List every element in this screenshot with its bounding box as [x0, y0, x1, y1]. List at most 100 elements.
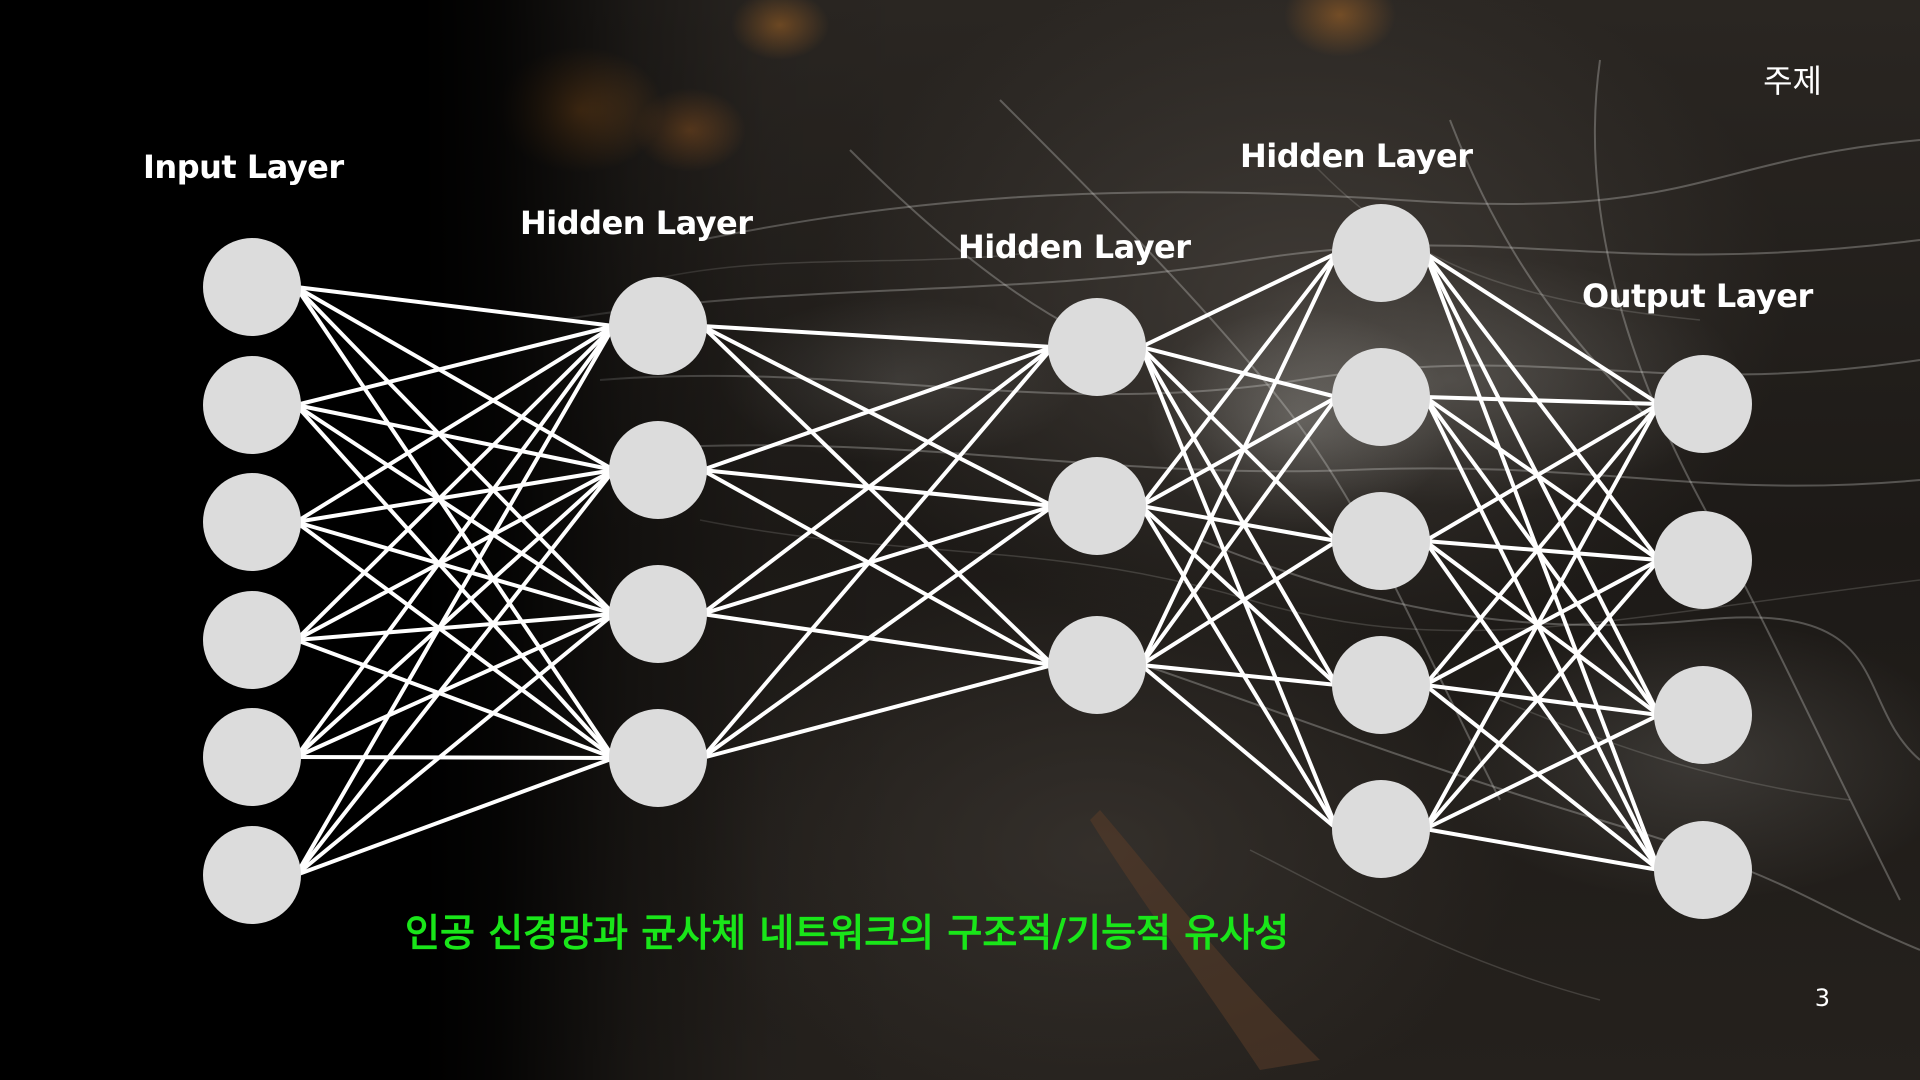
edge-l1-n0-to-n1 — [701, 324, 1054, 508]
edge-l1-n2-to-n0 — [700, 345, 1055, 616]
edge-l1-n3-to-n2 — [701, 663, 1054, 760]
edge-l0-n4-to-n2 — [295, 612, 615, 759]
edge-l0-n1-to-n1 — [295, 403, 615, 472]
node-layer4-1 — [1654, 511, 1752, 609]
edge-l1-n2-to-n2 — [701, 612, 1054, 667]
edge-l0-n3-to-n3 — [295, 638, 615, 760]
edge-l2-n1-to-n3 — [1139, 504, 1339, 687]
edge-l0-n1-to-n0 — [295, 324, 615, 407]
edge-l3-n0-to-n0 — [1424, 251, 1660, 406]
layer-label-hidden-3: Hidden Layer — [1240, 137, 1473, 175]
edge-l1-n1-to-n1 — [701, 468, 1054, 508]
edge-l3-n3-to-n3 — [1423, 683, 1661, 872]
edge-l0-n2-to-n0 — [295, 324, 615, 524]
edge-l3-n1-to-n1 — [1423, 395, 1661, 562]
edge-l2-n0-to-n4 — [1139, 346, 1339, 830]
node-layer0-0 — [203, 238, 301, 336]
edge-l0-n0-to-n2 — [294, 285, 616, 616]
edge-l3-n2-to-n3 — [1423, 539, 1661, 872]
node-layer0-4 — [203, 708, 301, 806]
edge-l1-n1-to-n2 — [701, 468, 1054, 667]
edge-l2-n1-to-n2 — [1140, 504, 1338, 543]
edge-l2-n2-to-n0 — [1139, 252, 1339, 666]
edge-l2-n0-to-n0 — [1140, 251, 1338, 349]
edge-l0-n2-to-n3 — [294, 520, 616, 760]
node-layer4-0 — [1654, 355, 1752, 453]
edge-l2-n2-to-n4 — [1139, 663, 1339, 831]
edge-l3-n0-to-n2 — [1423, 252, 1661, 716]
edge-l3-n1-to-n2 — [1423, 395, 1661, 717]
topic-label: 주제 — [1763, 62, 1822, 100]
edge-l0-n1-to-n3 — [294, 403, 616, 760]
edge-l1-n0-to-n0 — [701, 324, 1054, 349]
network-nodes — [203, 204, 1752, 924]
edge-l2-n0-to-n1 — [1140, 345, 1338, 399]
node-layer3-4 — [1332, 780, 1430, 878]
edge-l2-n2-to-n2 — [1140, 539, 1338, 667]
edge-l0-n2-to-n2 — [295, 520, 615, 616]
edge-l0-n2-to-n1 — [295, 468, 615, 524]
node-layer3-0 — [1332, 204, 1430, 302]
node-layer0-2 — [203, 473, 301, 571]
edge-l2-n1-to-n1 — [1140, 395, 1338, 508]
node-layer4-2 — [1654, 666, 1752, 764]
caption-text: 인공 신경망과 균사체 네트워크의 구조적/기능적 유사성 — [405, 911, 1290, 955]
node-layer0-5 — [203, 826, 301, 924]
layer-label-hidden-1: Hidden Layer — [520, 204, 753, 242]
node-layer3-2 — [1332, 492, 1430, 590]
layer-label-output: Output Layer — [1582, 277, 1813, 315]
edge-l2-n0-to-n3 — [1139, 345, 1339, 687]
edge-l2-n2-to-n1 — [1139, 395, 1339, 667]
edge-l3-n4-to-n1 — [1423, 558, 1661, 831]
edge-l3-n4-to-n3 — [1424, 827, 1660, 872]
edge-l0-n0-to-n3 — [294, 285, 616, 760]
edge-l3-n3-to-n2 — [1424, 683, 1660, 717]
edge-l1-n1-to-n0 — [701, 345, 1054, 472]
edge-l3-n4-to-n2 — [1424, 713, 1660, 831]
edge-l2-n1-to-n4 — [1139, 504, 1339, 831]
edge-l2-n2-to-n3 — [1140, 663, 1338, 687]
edge-l0-n0-to-n1 — [295, 285, 615, 472]
edge-l0-n4-to-n1 — [294, 468, 616, 759]
edge-l0-n5-to-n1 — [294, 468, 616, 877]
node-layer3-1 — [1332, 348, 1430, 446]
node-layer1-3 — [609, 709, 707, 807]
edge-l1-n0-to-n2 — [700, 324, 1055, 667]
edge-l2-n1-to-n0 — [1139, 251, 1339, 508]
edge-l3-n3-to-n1 — [1424, 558, 1660, 687]
edge-l0-n1-to-n2 — [295, 403, 615, 616]
edge-l0-n4-to-n0 — [294, 324, 616, 759]
edge-l2-n0-to-n2 — [1139, 345, 1339, 543]
node-layer4-3 — [1654, 821, 1752, 919]
node-layer0-3 — [203, 591, 301, 689]
node-layer2-0 — [1048, 298, 1146, 396]
edge-l0-n0-to-n0 — [295, 285, 615, 328]
layer-label-input: Input Layer — [143, 148, 344, 186]
node-layer2-2 — [1048, 616, 1146, 714]
edge-l1-n2-to-n1 — [701, 504, 1054, 616]
node-layer3-3 — [1332, 636, 1430, 734]
edge-l3-n0-to-n1 — [1423, 251, 1661, 562]
node-layer1-2 — [609, 565, 707, 663]
edge-l0-n5-to-n3 — [295, 756, 615, 877]
node-layer1-0 — [609, 277, 707, 375]
edge-l0-n3-to-n1 — [295, 468, 615, 642]
node-layer1-1 — [609, 421, 707, 519]
edge-l3-n2-to-n1 — [1424, 539, 1660, 562]
edge-l3-n3-to-n0 — [1423, 402, 1661, 687]
node-layer2-1 — [1048, 457, 1146, 555]
edge-l1-n3-to-n1 — [700, 504, 1055, 760]
edge-l3-n0-to-n3 — [1423, 252, 1661, 871]
network-edges — [294, 251, 1661, 877]
edge-l3-n1-to-n3 — [1423, 396, 1661, 871]
edge-l0-n5-to-n0 — [294, 324, 616, 877]
layer-label-hidden-2: Hidden Layer — [958, 228, 1191, 266]
edge-l0-n5-to-n2 — [294, 612, 616, 877]
edge-l0-n3-to-n0 — [294, 324, 616, 642]
edge-l1-n3-to-n0 — [700, 345, 1055, 760]
edge-l0-n4-to-n3 — [296, 755, 614, 760]
edge-l3-n4-to-n0 — [1423, 403, 1661, 830]
edge-l3-n1-to-n0 — [1425, 395, 1659, 406]
